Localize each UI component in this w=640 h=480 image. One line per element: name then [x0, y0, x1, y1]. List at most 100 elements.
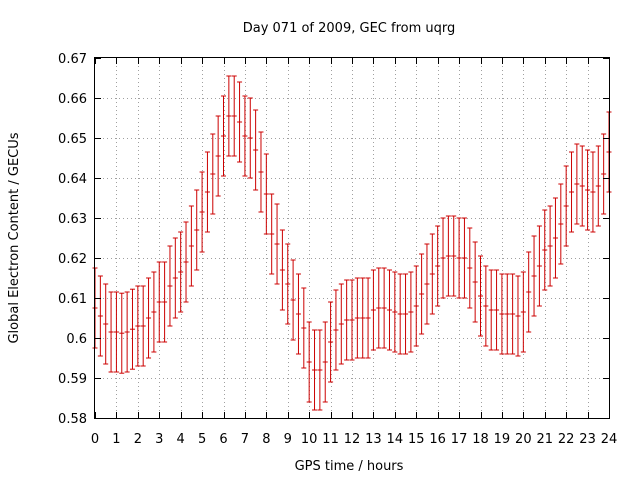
data-point — [156, 261, 162, 343]
data-point — [135, 285, 141, 367]
data-point — [386, 269, 392, 351]
y-tick-labels: 0.58 0.59 0.6 0.61 0.62 0.63 0.64 0.65 0.66 0.67 — [58, 52, 87, 427]
x-tick-label: 7 — [241, 432, 249, 447]
x-tick-label: 0 — [91, 432, 99, 447]
data-point — [403, 273, 409, 355]
x-tick-label: 23 — [579, 432, 596, 447]
data-point — [526, 251, 532, 333]
grid-lines — [95, 58, 609, 418]
data-point — [531, 235, 537, 317]
x-tick-label: 10 — [301, 432, 318, 447]
x-tick-label: 13 — [365, 432, 382, 447]
x-tick-label: 19 — [494, 432, 511, 447]
data-point — [467, 227, 473, 309]
data-point — [253, 109, 259, 191]
data-point — [194, 189, 200, 271]
data-point — [274, 203, 280, 285]
y-tick-label: 0.63 — [58, 212, 87, 227]
x-tick-label: 3 — [155, 432, 163, 447]
x-axis-label: GPS time / hours — [295, 459, 404, 474]
data-point — [312, 329, 318, 411]
data-point — [579, 145, 585, 227]
data-point — [595, 145, 601, 227]
data-point — [258, 131, 264, 213]
data-point — [478, 255, 483, 337]
data-point — [113, 291, 119, 373]
data-point — [440, 217, 446, 299]
data-point — [204, 151, 210, 233]
data-point — [365, 277, 371, 359]
data-point — [285, 243, 291, 325]
data-point — [424, 243, 430, 325]
y-tick-label: 0.65 — [58, 132, 87, 147]
data-point — [129, 288, 135, 370]
data-point — [279, 229, 285, 311]
x-tick-label: 14 — [387, 432, 404, 447]
data-point — [124, 291, 130, 373]
data-point — [333, 289, 339, 371]
data-point — [536, 225, 542, 307]
x-tick-label: 18 — [472, 432, 489, 447]
data-point — [499, 273, 505, 355]
data-point — [119, 292, 125, 374]
y-tick-label: 0.67 — [58, 52, 87, 67]
x-tick-label: 5 — [198, 432, 206, 447]
chart-title: Day 071 of 2009, GEC from uqrg — [243, 21, 456, 36]
data-point — [199, 171, 205, 253]
y-tick-label: 0.58 — [58, 412, 87, 427]
data-point — [140, 285, 146, 367]
data-point — [461, 217, 467, 299]
x-tick-label: 11 — [322, 432, 339, 447]
plot-frame — [94, 57, 610, 419]
data-point — [226, 75, 232, 157]
data-point — [167, 245, 173, 327]
data-point — [354, 277, 360, 359]
data-point — [370, 269, 376, 351]
data-point — [520, 271, 526, 353]
data-point — [590, 151, 596, 233]
x-tick-label: 21 — [536, 432, 553, 447]
data-point — [269, 193, 275, 275]
x-tick-label: 20 — [515, 432, 532, 447]
data-point — [108, 291, 114, 373]
data-point — [494, 269, 500, 351]
y-tick-label: 0.66 — [58, 92, 87, 107]
error-bars — [92, 75, 612, 411]
data-point — [162, 261, 168, 343]
y-tick-label: 0.59 — [58, 372, 87, 387]
data-point — [429, 233, 435, 315]
y-tick-label: 0.64 — [58, 172, 87, 187]
data-point — [510, 273, 516, 355]
data-point — [413, 265, 419, 347]
data-point — [178, 231, 184, 313]
data-point — [408, 271, 414, 353]
data-point — [103, 283, 109, 365]
data-point — [242, 95, 248, 177]
data-point — [295, 273, 301, 355]
data-point — [231, 75, 237, 157]
data-point — [376, 267, 382, 349]
data-point — [552, 197, 558, 279]
data-point — [397, 273, 403, 355]
x-tick-label: 9 — [284, 432, 292, 447]
data-point — [172, 237, 178, 319]
data-point — [290, 259, 296, 341]
x-tick-label: 4 — [177, 432, 185, 447]
data-point — [322, 321, 328, 403]
data-point — [306, 321, 312, 403]
y-tick-label: 0.61 — [58, 292, 87, 307]
data-point — [585, 149, 591, 231]
data-point — [183, 221, 189, 303]
data-point — [456, 217, 462, 299]
data-point — [483, 265, 489, 347]
data-point — [558, 183, 564, 265]
y-axis-label: Global Electron Content / GECUs — [7, 132, 22, 343]
data-point — [451, 215, 457, 297]
data-point — [547, 205, 553, 287]
data-point — [381, 267, 387, 349]
data-point — [472, 241, 478, 323]
x-tick-label: 17 — [451, 432, 468, 447]
data-point — [445, 215, 451, 297]
data-point — [574, 143, 580, 225]
